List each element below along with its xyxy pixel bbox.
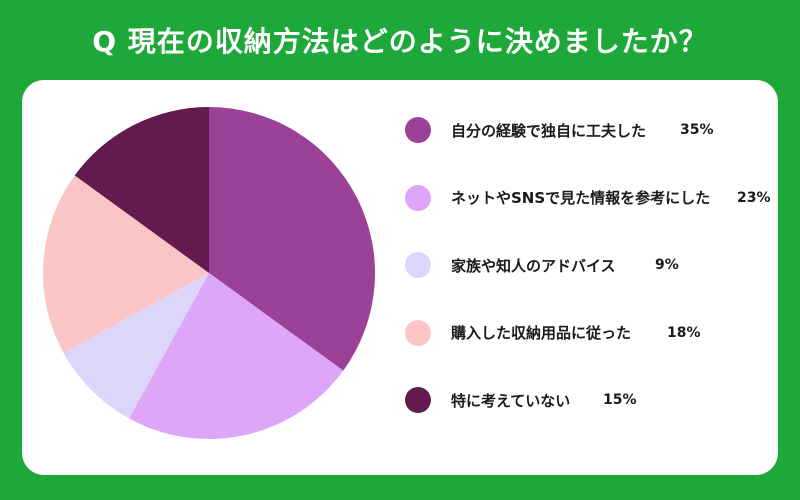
legend-label-0: 自分の経験で独自に工夫した [451,120,646,141]
legend-value-0: 35% [680,122,714,138]
legend-value-1: 23% [737,190,771,206]
legend-swatch-4 [405,387,431,413]
legend-label-4: 特に考えていない [451,390,570,411]
legend-item-3: 購入した収納用品に従った 18% [405,313,775,353]
legend-value-3: 18% [667,325,701,341]
legend-label-1: ネットやSNSで見た情報を参考にした [451,187,710,208]
legend-label-2: 家族や知人のアドバイス [451,255,616,276]
legend-item-1: ネットやSNSで見た情報を参考にした 23% [405,178,775,218]
pie-chart [22,80,392,475]
legend-swatch-3 [405,320,431,346]
legend-value-4: 15% [603,392,637,408]
legend-item-0: 自分の経験で独自に工夫した 35% [405,110,775,150]
legend: 自分の経験で独自に工夫した 35% ネットやSNSで見た情報を参考にした 23%… [405,110,775,448]
legend-item-4: 特に考えていない 15% [405,380,775,420]
legend-swatch-2 [405,252,431,278]
legend-swatch-0 [405,117,431,143]
legend-value-2: 9% [655,257,679,273]
legend-item-2: 家族や知人のアドバイス 9% [405,245,775,285]
legend-swatch-1 [405,185,431,211]
legend-label-3: 購入した収納用品に従った [451,322,631,343]
chart-title: Q 現在の収納方法はどのように決めましたか？ [0,0,800,80]
